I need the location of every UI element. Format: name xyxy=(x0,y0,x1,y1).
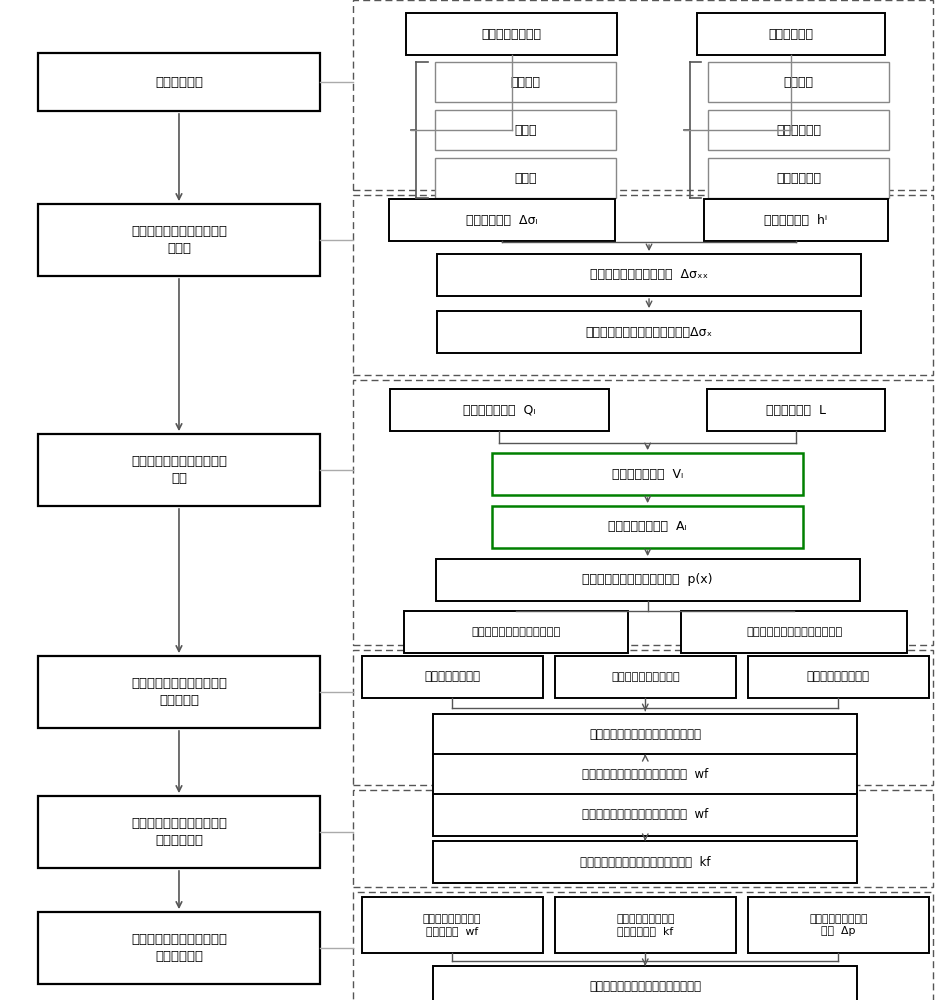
FancyBboxPatch shape xyxy=(404,611,628,653)
Text: 地质力学相关参数: 地质力学相关参数 xyxy=(481,27,542,40)
FancyBboxPatch shape xyxy=(433,841,857,883)
FancyBboxPatch shape xyxy=(706,389,885,431)
FancyBboxPatch shape xyxy=(38,656,320,728)
Text: 人工裂缝参数: 人工裂缝参数 xyxy=(776,123,821,136)
FancyBboxPatch shape xyxy=(435,158,616,198)
FancyBboxPatch shape xyxy=(38,53,320,111)
Text: 获取计算参数: 获取计算参数 xyxy=(155,76,203,89)
Text: 人工裂缝半长  L: 人工裂缝半长 L xyxy=(766,403,826,416)
FancyBboxPatch shape xyxy=(748,897,929,953)
FancyBboxPatch shape xyxy=(38,434,320,506)
Text: 计算压裂诱导应力对地应力
的影响: 计算压裂诱导应力对地应力 的影响 xyxy=(131,225,227,255)
Text: 多裂缝诱导应力造成的应力变化Δσₓ: 多裂缝诱导应力造成的应力变化Δσₓ xyxy=(586,326,712,338)
FancyBboxPatch shape xyxy=(708,110,889,150)
Text: 滤失造成的孔隙压力
增加  Δp: 滤失造成的孔隙压力 增加 Δp xyxy=(809,914,868,936)
Text: 压裂液的滤失量  Vₗ: 压裂液的滤失量 Vₗ xyxy=(612,468,683,481)
Text: 产量相关参数: 产量相关参数 xyxy=(769,27,814,40)
FancyBboxPatch shape xyxy=(435,110,616,150)
Text: 应力干扰和滤失影响下的缝缝宽度  wf: 应力干扰和滤失影响下的缝缝宽度 wf xyxy=(582,768,708,782)
FancyBboxPatch shape xyxy=(555,656,736,698)
Text: 多裂缝的诱导应力叠加: 多裂缝的诱导应力叠加 xyxy=(611,672,679,682)
Text: 应力干扰和滤失影响
的裂缝宽度  wf: 应力干扰和滤失影响 的裂缝宽度 wf xyxy=(423,914,481,936)
Text: 计算应力干扰和滤失影响下
的裂缝渗透率: 计算应力干扰和滤失影响下 的裂缝渗透率 xyxy=(131,817,227,847)
FancyBboxPatch shape xyxy=(555,897,736,953)
FancyBboxPatch shape xyxy=(406,13,618,55)
FancyBboxPatch shape xyxy=(433,754,857,796)
FancyBboxPatch shape xyxy=(708,62,889,102)
FancyBboxPatch shape xyxy=(38,796,320,868)
Text: 压裂液滤失造成的孔隙压力增加: 压裂液滤失造成的孔隙压力增加 xyxy=(746,627,842,637)
FancyBboxPatch shape xyxy=(362,656,543,698)
Text: 应力干扰和滤失影响下的裂缝宽度  wf: 应力干扰和滤失影响下的裂缝宽度 wf xyxy=(582,808,708,822)
FancyBboxPatch shape xyxy=(437,311,861,353)
Text: 压裂液的滤失体积  Aₗ: 压裂液的滤失体积 Aₗ xyxy=(609,520,687,534)
FancyBboxPatch shape xyxy=(681,611,907,653)
Text: 裂缝内净压力  Δσₗ: 裂缝内净压力 Δσₗ xyxy=(466,214,538,227)
FancyBboxPatch shape xyxy=(492,453,803,495)
Text: 井身参数: 井身参数 xyxy=(784,76,814,89)
FancyBboxPatch shape xyxy=(492,506,803,548)
FancyBboxPatch shape xyxy=(38,204,320,276)
Text: 压裂液滤失造成的地应力增加: 压裂液滤失造成的地应力增加 xyxy=(472,627,560,637)
Text: 压裂液的注入量  Qₗ: 压裂液的注入量 Qₗ xyxy=(463,403,535,416)
FancyBboxPatch shape xyxy=(435,559,859,601)
Text: 应力干扰和滤失影响下的应力场分布: 应力干扰和滤失影响下的应力场分布 xyxy=(590,728,701,742)
FancyBboxPatch shape xyxy=(704,199,887,241)
Text: 计算应力干扰和滤失影响下
的裂缝宽度: 计算应力干扰和滤失影响下 的裂缝宽度 xyxy=(131,677,227,707)
FancyBboxPatch shape xyxy=(437,254,861,296)
FancyBboxPatch shape xyxy=(435,62,616,102)
Text: 应力干扰和滤失影响下的裂缝渗透率  kf: 应力干扰和滤失影响下的裂缝渗透率 kf xyxy=(580,856,710,868)
FancyBboxPatch shape xyxy=(748,656,929,698)
Text: 地层物性参数: 地层物性参数 xyxy=(776,172,821,184)
FancyBboxPatch shape xyxy=(697,13,885,55)
Text: 滤失造成的应力改变: 滤失造成的应力改变 xyxy=(807,670,869,684)
FancyBboxPatch shape xyxy=(389,199,615,241)
Text: 泊松比: 泊松比 xyxy=(514,123,537,136)
Text: 应力干扰和滤失影响下的致密油产量: 应力干扰和滤失影响下的致密油产量 xyxy=(590,980,701,994)
Text: 计算压裂液滤失对地应力的
影响: 计算压裂液滤失对地应力的 影响 xyxy=(131,455,227,485)
FancyBboxPatch shape xyxy=(362,897,543,953)
FancyBboxPatch shape xyxy=(708,158,889,198)
Text: 计算应力干扰和滤失影响下
的致密油产量: 计算应力干扰和滤失影响下 的致密油产量 xyxy=(131,933,227,963)
FancyBboxPatch shape xyxy=(390,389,609,431)
Text: 一条裂缝造成的应力变化  Δσₓₓ: 一条裂缝造成的应力变化 Δσₓₓ xyxy=(590,268,708,282)
Text: 应力干扰和滤失影响
的裂缝渗透率  kf: 应力干扰和滤失影响 的裂缝渗透率 kf xyxy=(616,914,674,936)
Text: 原始地应力场分布: 原始地应力场分布 xyxy=(424,670,480,684)
FancyBboxPatch shape xyxy=(433,794,857,836)
FancyBboxPatch shape xyxy=(433,966,857,1000)
Text: 杨氏模量: 杨氏模量 xyxy=(511,76,541,89)
Text: 压裂液滤失体积内的压力分布  p(x): 压裂液滤失体积内的压力分布 p(x) xyxy=(582,574,713,586)
FancyBboxPatch shape xyxy=(38,912,320,984)
Text: 地应力: 地应力 xyxy=(514,172,537,184)
FancyBboxPatch shape xyxy=(433,714,857,756)
Text: 人工裂缝缝高  hⁱ: 人工裂缝缝高 hⁱ xyxy=(764,214,828,227)
